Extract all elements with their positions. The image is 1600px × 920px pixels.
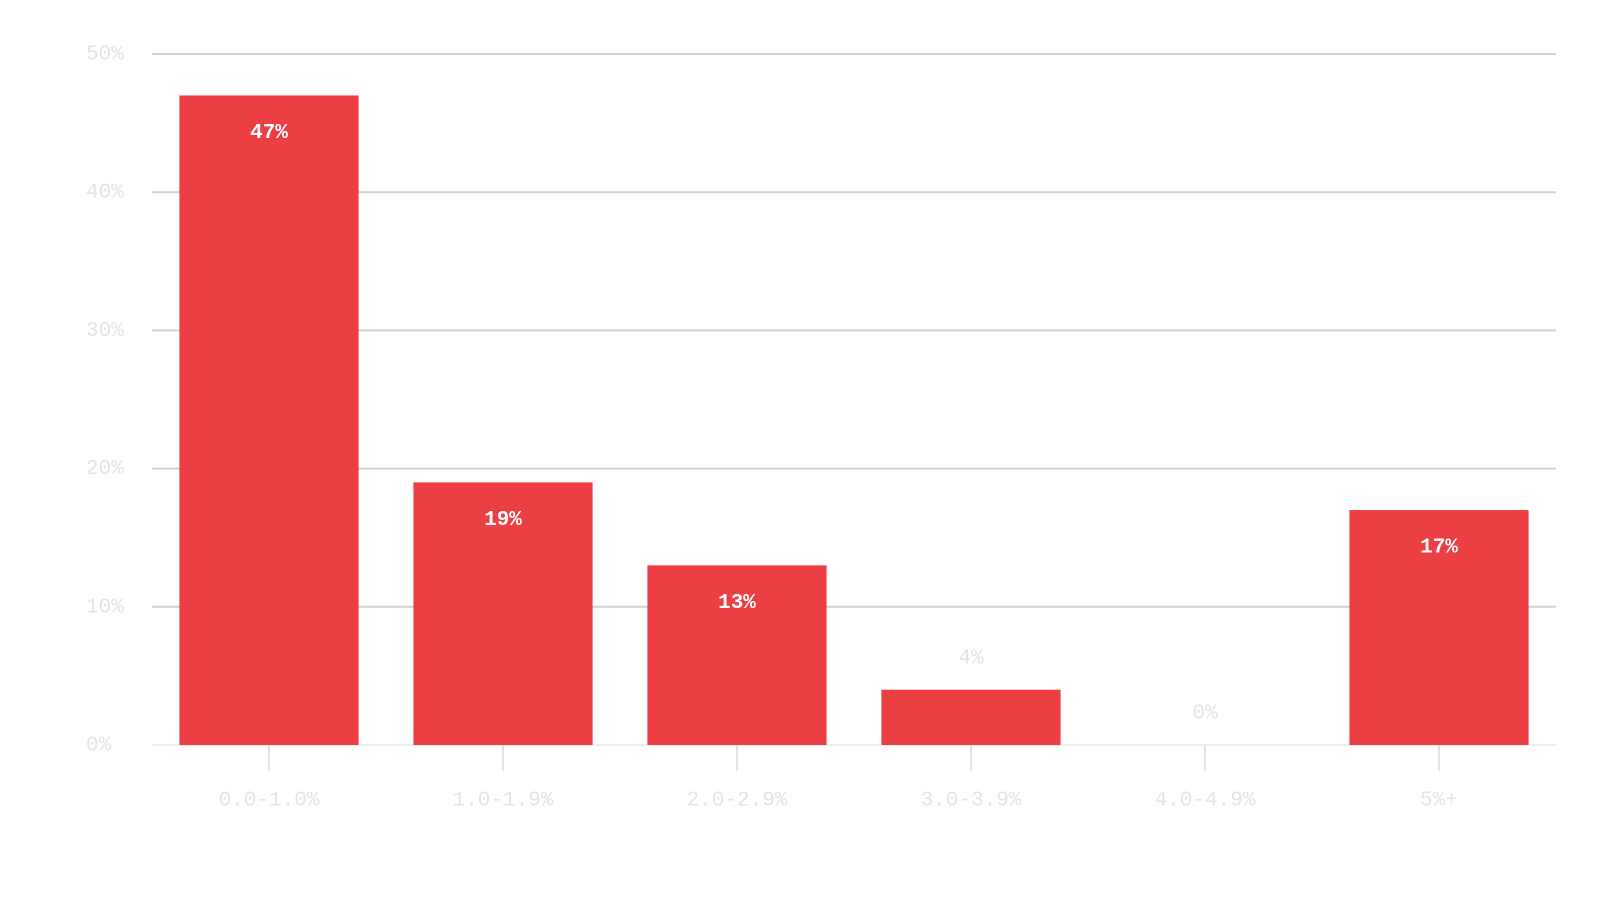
- bar: [1349, 510, 1529, 745]
- y-tick-label: 40%: [86, 182, 124, 205]
- value-label: 19%: [484, 509, 522, 532]
- y-tick-label: 10%: [86, 596, 124, 619]
- value-label: 0%: [1192, 703, 1218, 726]
- x-tick-label: 3.0-3.9%: [921, 790, 1022, 813]
- y-tick-label: 0%: [86, 735, 112, 758]
- x-tick-label: 0.0-1.0%: [219, 790, 320, 813]
- bar: [413, 482, 593, 745]
- y-tick-label: 30%: [86, 320, 124, 343]
- y-tick-label: 20%: [86, 458, 124, 481]
- bar: [179, 95, 359, 745]
- x-tick-label: 5%+: [1420, 790, 1458, 813]
- x-tick-label: 2.0-2.9%: [687, 790, 788, 813]
- value-label: 17%: [1420, 537, 1458, 560]
- value-label: 13%: [718, 592, 756, 615]
- value-label: 4%: [958, 647, 984, 670]
- value-label: 47%: [250, 122, 288, 145]
- bar: [881, 689, 1061, 745]
- y-tick-label: 50%: [86, 44, 124, 67]
- x-tick-label: 4.0-4.9%: [1155, 790, 1256, 813]
- bar: [647, 565, 827, 745]
- x-tick-label: 1.0-1.9%: [453, 790, 554, 813]
